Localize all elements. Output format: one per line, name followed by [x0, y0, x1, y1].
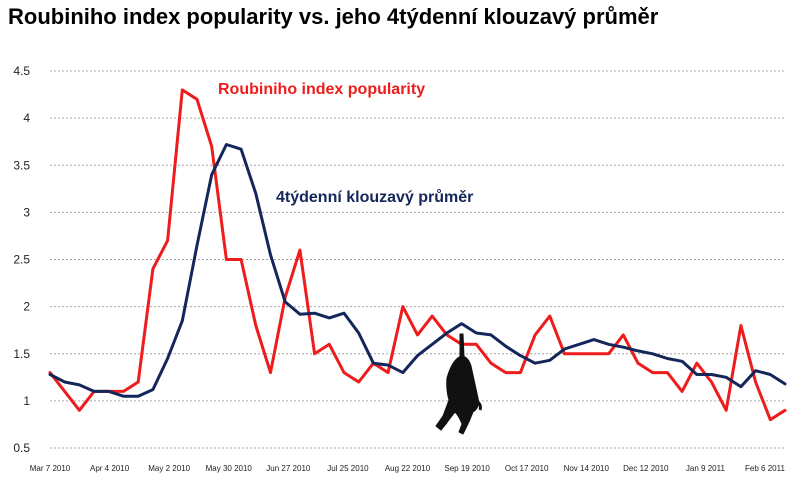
- x-tick-label: Jun 27 2010: [266, 464, 311, 473]
- series-line-moving-average: [48, 143, 787, 398]
- x-tick-label: Jan 9 2011: [686, 464, 726, 473]
- chart-title: Roubiniho index popularity vs. jeho 4týd…: [8, 4, 659, 29]
- series-lines: [48, 88, 787, 422]
- x-tick-label: Mar 7 2010: [30, 464, 71, 473]
- x-tick-label: Apr 4 2010: [90, 464, 130, 473]
- y-tick-label: 2: [23, 300, 30, 314]
- series-label-moving-average: 4týdenní klouzavý průměr: [276, 189, 473, 206]
- monkey-icon: [435, 333, 482, 435]
- y-tick-label: 4: [23, 111, 30, 125]
- x-tick-label: Oct 17 2010: [505, 464, 549, 473]
- y-axis-ticks: 0.5 1 1.5 2 2.5 3 3.5 4 4.5: [13, 64, 30, 455]
- x-tick-label: Sep 19 2010: [444, 464, 490, 473]
- y-tick-label: 4.5: [13, 64, 30, 78]
- x-tick-label: Feb 6 2011: [745, 464, 785, 473]
- x-tick-label: May 2 2010: [148, 464, 190, 473]
- x-tick-label: Nov 14 2010: [564, 464, 610, 473]
- y-tick-label: 3.5: [13, 158, 30, 172]
- x-axis-ticks: Mar 7 2010 Apr 4 2010 May 2 2010 May 30 201…: [30, 464, 786, 473]
- y-tick-label: 2.5: [13, 253, 30, 267]
- y-tick-label: 1.5: [13, 347, 30, 361]
- y-tick-label: 1: [23, 394, 30, 408]
- series-label-index: Roubiniho index popularity: [218, 81, 425, 98]
- grid-lines: [50, 70, 785, 449]
- y-tick-label: 0.5: [13, 441, 30, 455]
- x-tick-label: May 30 2010: [206, 464, 253, 473]
- x-tick-label: Dec 12 2010: [623, 464, 669, 473]
- y-tick-label: 3: [23, 205, 30, 219]
- series-line-index: [48, 88, 787, 422]
- x-tick-label: Aug 22 2010: [385, 464, 431, 473]
- x-tick-label: Jul 25 2010: [327, 464, 369, 473]
